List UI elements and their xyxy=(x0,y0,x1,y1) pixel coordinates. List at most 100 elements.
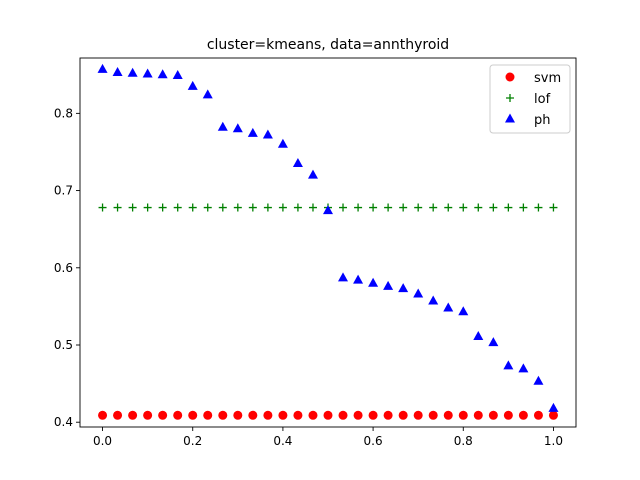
point-lof-2 xyxy=(128,203,137,212)
point-ph-15 xyxy=(323,205,333,215)
point-svm-17 xyxy=(353,410,363,420)
chart-title: cluster=kmeans, data=annthyroid xyxy=(207,37,449,53)
point-ph-4 xyxy=(157,69,168,79)
legend-label-lof: lof xyxy=(534,92,551,107)
point-ph-7 xyxy=(202,89,213,99)
point-svm-9 xyxy=(233,410,243,420)
point-lof-29 xyxy=(534,203,543,212)
point-lof-22 xyxy=(429,203,438,212)
point-ph-13 xyxy=(292,158,303,168)
series-lof xyxy=(98,203,558,212)
point-ph-29 xyxy=(533,375,544,385)
legend-marker-svm xyxy=(505,72,515,82)
point-lof-16 xyxy=(339,203,348,212)
point-lof-28 xyxy=(519,203,528,212)
point-lof-1 xyxy=(113,203,122,212)
point-lof-27 xyxy=(504,203,513,212)
point-ph-11 xyxy=(262,129,273,139)
point-ph-17 xyxy=(353,274,364,284)
point-lof-18 xyxy=(369,203,378,212)
point-svm-5 xyxy=(173,410,183,420)
x-tick-label-2: 0.4 xyxy=(273,434,292,448)
point-lof-21 xyxy=(414,203,423,212)
point-svm-6 xyxy=(188,410,198,420)
point-lof-7 xyxy=(203,203,212,212)
point-ph-12 xyxy=(277,138,288,148)
point-lof-26 xyxy=(489,203,498,212)
point-ph-10 xyxy=(247,127,258,137)
point-svm-29 xyxy=(533,410,543,420)
point-lof-14 xyxy=(308,203,317,212)
x-tick-label-1: 0.2 xyxy=(183,434,202,448)
legend: svm lof ph xyxy=(489,64,571,134)
point-svm-8 xyxy=(218,410,228,420)
point-ph-20 xyxy=(398,283,409,293)
point-lof-3 xyxy=(143,203,152,212)
point-svm-2 xyxy=(128,410,138,420)
point-svm-15 xyxy=(323,410,333,420)
point-lof-24 xyxy=(459,203,468,212)
point-ph-27 xyxy=(503,360,514,370)
point-svm-30 xyxy=(548,410,558,420)
point-ph-2 xyxy=(127,67,138,77)
point-ph-5 xyxy=(172,70,183,80)
point-svm-7 xyxy=(203,410,213,420)
point-svm-13 xyxy=(293,410,303,420)
point-lof-30 xyxy=(549,203,558,212)
point-lof-23 xyxy=(444,203,453,212)
point-svm-19 xyxy=(383,410,393,420)
point-ph-18 xyxy=(368,277,379,287)
point-ph-16 xyxy=(338,272,349,282)
point-lof-20 xyxy=(399,203,408,212)
point-svm-1 xyxy=(113,410,123,420)
point-ph-24 xyxy=(458,306,469,316)
point-ph-14 xyxy=(307,169,318,179)
point-ph-6 xyxy=(187,80,198,90)
point-svm-26 xyxy=(488,410,498,420)
point-lof-25 xyxy=(474,203,483,212)
legend-item-svm: svm xyxy=(505,71,561,86)
point-lof-19 xyxy=(384,203,393,212)
legend-marker-lof xyxy=(506,94,514,102)
legend-marker-ph xyxy=(505,113,515,123)
point-svm-12 xyxy=(278,410,288,420)
point-lof-11 xyxy=(263,203,272,212)
point-ph-19 xyxy=(383,280,394,290)
point-svm-25 xyxy=(473,410,483,420)
point-ph-0 xyxy=(97,63,108,73)
point-ph-23 xyxy=(443,302,454,312)
point-svm-24 xyxy=(458,410,468,420)
axes-frame xyxy=(79,57,577,428)
point-svm-3 xyxy=(143,410,153,420)
point-svm-14 xyxy=(308,410,318,420)
point-svm-21 xyxy=(413,410,423,420)
legend-label-svm: svm xyxy=(534,71,561,86)
point-ph-25 xyxy=(473,331,484,341)
point-svm-0 xyxy=(98,410,108,420)
series-svm xyxy=(98,410,558,420)
point-ph-3 xyxy=(142,68,153,78)
point-svm-23 xyxy=(443,410,453,420)
axes: 0.0 0.2 0.4 0.6 0.8 1.0 0.4 0.5 0.6 0.7 0.8 xyxy=(54,57,577,448)
point-lof-17 xyxy=(354,203,363,212)
point-lof-0 xyxy=(98,203,107,212)
point-lof-9 xyxy=(233,203,242,212)
x-tick-label-4: 0.8 xyxy=(454,434,473,448)
point-svm-11 xyxy=(263,410,273,420)
y-tick-label-0: 0.4 xyxy=(54,415,73,429)
point-ph-21 xyxy=(413,288,424,298)
point-ph-9 xyxy=(232,123,243,133)
point-lof-5 xyxy=(173,203,182,212)
point-svm-22 xyxy=(428,410,438,420)
point-ph-8 xyxy=(217,121,228,131)
point-ph-28 xyxy=(518,363,529,373)
y-tick-label-4: 0.8 xyxy=(54,106,73,120)
point-ph-30 xyxy=(548,402,559,412)
point-lof-6 xyxy=(188,203,197,212)
x-tick-label-0: 0.0 xyxy=(93,434,112,448)
point-lof-13 xyxy=(293,203,302,212)
point-lof-12 xyxy=(278,203,287,212)
point-svm-4 xyxy=(158,410,168,420)
point-ph-22 xyxy=(428,295,439,305)
